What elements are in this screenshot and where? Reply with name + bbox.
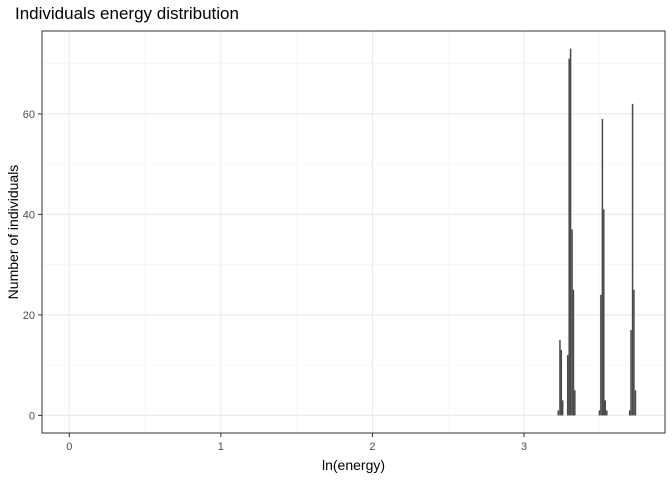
- histogram-bar: [598, 410, 601, 416]
- grid-lines: [42, 31, 665, 433]
- histogram-bar: [600, 294, 602, 416]
- x-tick-label: 3: [521, 441, 527, 453]
- histogram-bar: [559, 340, 561, 416]
- histogram-bar: [630, 329, 632, 416]
- histogram-bar: [606, 410, 608, 416]
- chart-title: Individuals energy distribution: [15, 4, 239, 23]
- histogram-bar: [603, 209, 605, 416]
- histogram-bar: [568, 58, 570, 416]
- y-tick-label: 20: [23, 310, 35, 322]
- histogram-bar: [571, 229, 573, 416]
- y-tick-label: 40: [23, 209, 35, 221]
- histogram-bar: [557, 410, 560, 416]
- histogram-bar: [631, 103, 634, 416]
- histogram-bar: [601, 118, 604, 416]
- histogram-bar: [574, 390, 576, 416]
- histogram-bar: [561, 400, 564, 416]
- y-axis-title: Number of individuals: [5, 165, 21, 300]
- histogram-bars: [557, 48, 637, 416]
- histogram-bar: [604, 400, 607, 416]
- histogram-bar: [633, 289, 635, 416]
- y-tick-label: 60: [23, 109, 35, 121]
- x-axis-ticks: 0 1 2 3: [66, 433, 527, 453]
- histogram-bar: [634, 390, 637, 416]
- histogram-bar: [628, 410, 631, 416]
- x-axis-title: ln(energy): [322, 457, 385, 473]
- y-tick-label: 0: [29, 410, 35, 422]
- histogram-bar: [560, 350, 563, 416]
- histogram-bar: [569, 48, 572, 416]
- x-tick-label: 2: [369, 441, 375, 453]
- x-tick-label: 0: [66, 441, 72, 453]
- y-axis-ticks: 0 20 40 60: [23, 109, 42, 422]
- histogram-bar: [566, 355, 569, 416]
- histogram-bar: [572, 289, 575, 416]
- panel-border: [41, 30, 666, 434]
- x-tick-label: 1: [218, 441, 224, 453]
